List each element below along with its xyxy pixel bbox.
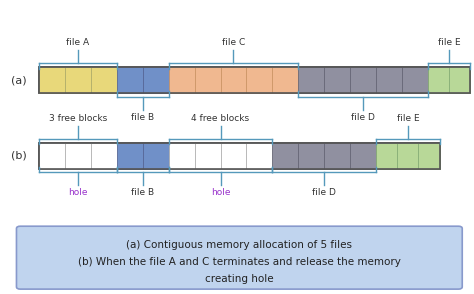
FancyBboxPatch shape [17,226,462,289]
Bar [169,143,195,169]
Bar [376,67,402,93]
Bar [143,67,169,93]
Text: (a) Contiguous memory allocation of 5 files: (a) Contiguous memory allocation of 5 fi… [127,240,352,250]
Bar [39,67,65,93]
Text: hole: hole [68,188,88,197]
Bar [195,143,220,169]
Text: file B: file B [131,113,155,122]
Text: (b) When the file A and C terminates and release the memory: (b) When the file A and C terminates and… [78,257,401,267]
Text: (b): (b) [11,151,27,161]
Bar [117,143,143,169]
Bar [324,143,350,169]
Bar [65,143,91,169]
Bar [143,143,169,169]
Bar [65,67,91,93]
Bar [246,67,273,93]
Text: file D: file D [351,113,375,122]
Text: file C: file C [222,39,245,47]
Text: file A: file A [66,39,90,47]
Bar [273,143,298,169]
Text: 4 free blocks: 4 free blocks [191,114,250,123]
Bar [298,143,324,169]
Text: file B: file B [131,188,155,197]
Bar [428,67,449,93]
Bar [449,67,470,93]
Bar [273,67,298,93]
Bar [376,143,397,169]
Bar [39,143,65,169]
Bar [117,67,143,93]
Text: hole: hole [211,188,230,197]
Bar [397,143,419,169]
Bar [39,67,470,93]
Bar [220,143,246,169]
Bar [169,67,195,93]
Text: 3 free blocks: 3 free blocks [49,114,107,123]
Bar [195,67,220,93]
Bar [324,67,350,93]
Text: file E: file E [438,39,460,47]
Bar [419,143,439,169]
Bar [220,67,246,93]
Bar [402,67,428,93]
Bar [91,143,117,169]
Bar [350,143,376,169]
Bar [39,67,470,93]
Text: file D: file D [312,188,336,197]
Bar [39,143,439,169]
Bar [246,143,273,169]
Text: (a): (a) [11,75,27,85]
Text: creating hole: creating hole [205,274,273,284]
Bar [350,67,376,93]
Text: file E: file E [397,114,419,123]
Bar [39,143,439,169]
Bar [298,67,324,93]
Bar [91,67,117,93]
